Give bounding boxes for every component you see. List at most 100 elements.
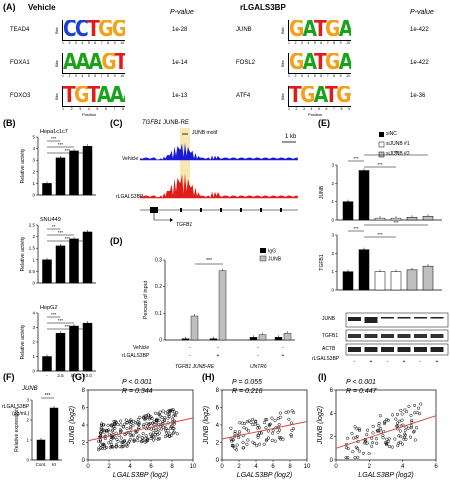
scatter-point — [99, 446, 103, 450]
tf-name: TEAD4 — [10, 27, 30, 33]
scatter-point — [101, 442, 106, 446]
x-tick-label: 0 — [220, 464, 224, 470]
position-tick: 10 — [346, 41, 350, 45]
scatter-point — [395, 412, 400, 416]
position-tick: 7 — [326, 74, 329, 78]
panel-c-title: TGFB1 JUNB-RE — [142, 120, 189, 126]
panel-h-label: (H) — [202, 372, 215, 382]
scatter-point — [100, 422, 104, 426]
y-tick-label: 4 — [330, 411, 334, 417]
scatter-point — [345, 436, 350, 440]
position-tick: 7 — [100, 74, 103, 78]
position-tick: 4 — [81, 41, 84, 45]
scatter-point — [140, 436, 144, 440]
position-tick: 7 — [326, 41, 329, 45]
motif-position-ticks: 1 2 3 4 5 6 7 8 — [62, 107, 124, 111]
scatter-point — [136, 439, 140, 443]
scatter-point — [157, 431, 161, 435]
panel-a-label: (A) — [3, 2, 16, 12]
scatter-point — [386, 439, 391, 443]
position-tick: 4 — [87, 107, 90, 111]
position-tick: 5 — [313, 41, 316, 45]
tf-name: FOSL2 — [236, 60, 256, 66]
scatter-point — [264, 426, 268, 430]
position-tick: 6 — [320, 74, 323, 78]
panel-e-treatment-label: rLGALS3BP — [312, 356, 340, 362]
blot-band-junb — [381, 317, 394, 319]
scatter-point — [163, 416, 167, 420]
blot-band-tgfb1 — [430, 334, 444, 338]
y-tick-label: 1 — [331, 269, 334, 274]
motif-letter: T — [289, 86, 302, 107]
scatter-point — [413, 411, 417, 415]
panel-g-pvalue: P < 0.001 — [122, 379, 152, 386]
scatter-point — [266, 429, 270, 433]
scatter-point — [346, 456, 350, 460]
x-axis-label: LGALS3BP (log2) — [358, 472, 413, 479]
scatter-point — [166, 429, 170, 433]
scatter-point — [354, 436, 358, 440]
arrow-head — [170, 218, 173, 222]
scatter-point — [161, 425, 165, 429]
sig-mark: *** — [65, 236, 71, 241]
motif-letter: A — [88, 53, 103, 74]
position-tick: 2 — [294, 74, 297, 78]
x-axis-label: LGALS3BP (log2) — [237, 472, 292, 479]
scatter-point — [158, 414, 162, 418]
y-tick-label: 3 — [26, 398, 29, 403]
scatter-point — [292, 410, 296, 414]
bits-axis-label: Bits — [280, 27, 285, 34]
scatter-point — [102, 444, 106, 448]
motif-position-ticks: 1 2 3 4 5 6 7 8 9 10 — [288, 74, 350, 78]
scatter-point — [133, 421, 138, 425]
scatter-point — [290, 428, 294, 432]
scatter-point — [134, 430, 138, 435]
y-axis-label: JUNB (log2) — [69, 406, 76, 445]
scatter-point — [166, 416, 170, 420]
position-tick: 3 — [300, 41, 303, 45]
y-tick-label: 0.1 — [155, 311, 162, 317]
position-tick: 5 — [87, 41, 90, 45]
y-axis-label: JUNB (log2) — [203, 406, 210, 445]
scatter-point — [98, 431, 102, 435]
scatter-point — [102, 428, 106, 432]
sig-mark: *** — [393, 150, 399, 155]
scatter-point — [119, 419, 123, 423]
bits-axis-label: Bits — [54, 60, 59, 67]
panel-h-pvalue: P = 0.055 — [232, 379, 262, 386]
panel-d-chip-qpcr-chart: 0 0.1 0.2 0.3 Percent of input - - - + - - - + *** IgG… — [143, 248, 295, 359]
legend-swatch-sijunb1 — [378, 141, 385, 148]
scatter-point — [256, 433, 260, 437]
scatter-point — [132, 439, 136, 443]
position-tick: 3 — [74, 41, 77, 45]
position-tick: 9 — [339, 74, 342, 78]
y-tick-label: 3 — [32, 325, 35, 330]
scatter-point — [144, 436, 148, 440]
blot-band-actb — [414, 347, 427, 352]
chart-subtitle: Hepa1c1c7 — [40, 129, 68, 135]
panel-b-xunit: (μg/mL) — [12, 411, 30, 417]
scatter-point — [270, 438, 274, 442]
scatter-point — [375, 429, 379, 433]
scatter-point — [408, 435, 413, 439]
scatter-point — [416, 406, 421, 410]
scatter-point — [289, 421, 293, 425]
sig-mark: *** — [51, 136, 57, 141]
motif-letter: T — [87, 20, 100, 41]
scatter-point — [354, 445, 358, 449]
x-tick-label: 2 — [368, 464, 372, 470]
y-tick-label: 0.5 — [29, 269, 36, 274]
blot-frame — [345, 343, 449, 356]
scatter-point — [170, 424, 174, 428]
panel-a-right-pvalue-header: P-value — [410, 9, 434, 16]
x-tick-label: 4 — [254, 464, 258, 470]
sign-label: + — [370, 359, 373, 365]
scatter-point — [163, 428, 167, 432]
motif-letter: G — [325, 53, 340, 74]
position-tick: 2 — [294, 41, 297, 45]
scatter-point — [277, 423, 281, 427]
scatter-point — [290, 409, 294, 413]
position-tick: 1 — [62, 74, 64, 78]
